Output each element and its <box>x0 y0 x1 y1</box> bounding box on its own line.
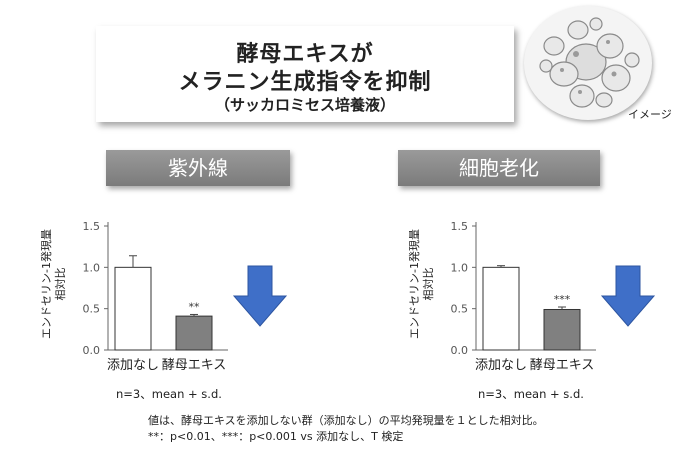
bar <box>175 315 213 351</box>
yeast-cells-illustration <box>539 17 640 108</box>
chart-uv: エンドセリン-1発現量 相対比 0.0 0.5 1.0 1.5 添加なし ** 酵母エキス <box>40 220 288 373</box>
yeast-image <box>524 6 652 120</box>
title-line-2: メラニン生成指令を抑制 <box>178 70 432 95</box>
bottom-note-1: 値は、酵母エキスを添加しない群（添加なし）の平均発現量を１とした相対比。 <box>148 414 544 427</box>
down-arrow-icon <box>232 265 288 327</box>
y-axis-label: 相対比 <box>421 268 435 301</box>
chart-cell-aging: エンドセリン-1発現量 相対比 0.0 0.5 1.0 1.5 添加なし *** 酵母エキス <box>408 220 656 373</box>
y-axis-label: エンドセリン-1発現量 <box>40 229 53 339</box>
y-tick-label: 0.0 <box>83 344 101 357</box>
y-tick-label: 0.0 <box>451 344 469 357</box>
footnote-uv: n=3、mean + s.d. <box>116 387 222 401</box>
title-box: 酵母エキスが メラニン生成指令を抑制 （サッカロミセス培養液） <box>96 26 514 122</box>
bar <box>543 308 581 351</box>
image-caption: イメージ <box>628 108 672 121</box>
footnote-cell-aging: n=3、mean + s.d. <box>478 387 584 401</box>
y-tick-label: 1.0 <box>451 261 469 274</box>
banner-cell-aging: 細胞老化 <box>398 150 600 186</box>
category-label: 添加なし <box>475 358 527 373</box>
title-line-3: （サッカロミセス培養液） <box>214 96 395 114</box>
banner-uv: 紫外線 <box>106 150 290 186</box>
y-tick-label: 0.5 <box>83 303 101 316</box>
y-axis-label: エンドセリン-1発現量 <box>408 229 421 339</box>
category-label: 添加なし <box>107 358 159 373</box>
bar <box>482 266 520 351</box>
category-label: 酵母エキス <box>530 358 595 373</box>
down-arrow-icon <box>600 265 656 327</box>
category-label: 酵母エキス <box>162 358 227 373</box>
y-tick-label: 1.5 <box>451 220 469 233</box>
y-tick-label: 1.0 <box>83 261 101 274</box>
significance-label: *** <box>554 293 571 306</box>
y-tick-label: 1.5 <box>83 220 101 233</box>
y-axis-label: 相対比 <box>53 268 67 301</box>
bar <box>114 266 152 351</box>
y-tick-label: 0.5 <box>451 303 469 316</box>
title-line-1: 酵母エキスが <box>236 42 374 67</box>
bottom-note-2: **：p<0.01、***：p<0.001 vs 添加なし、T 検定 <box>148 430 404 443</box>
significance-label: ** <box>189 300 201 313</box>
